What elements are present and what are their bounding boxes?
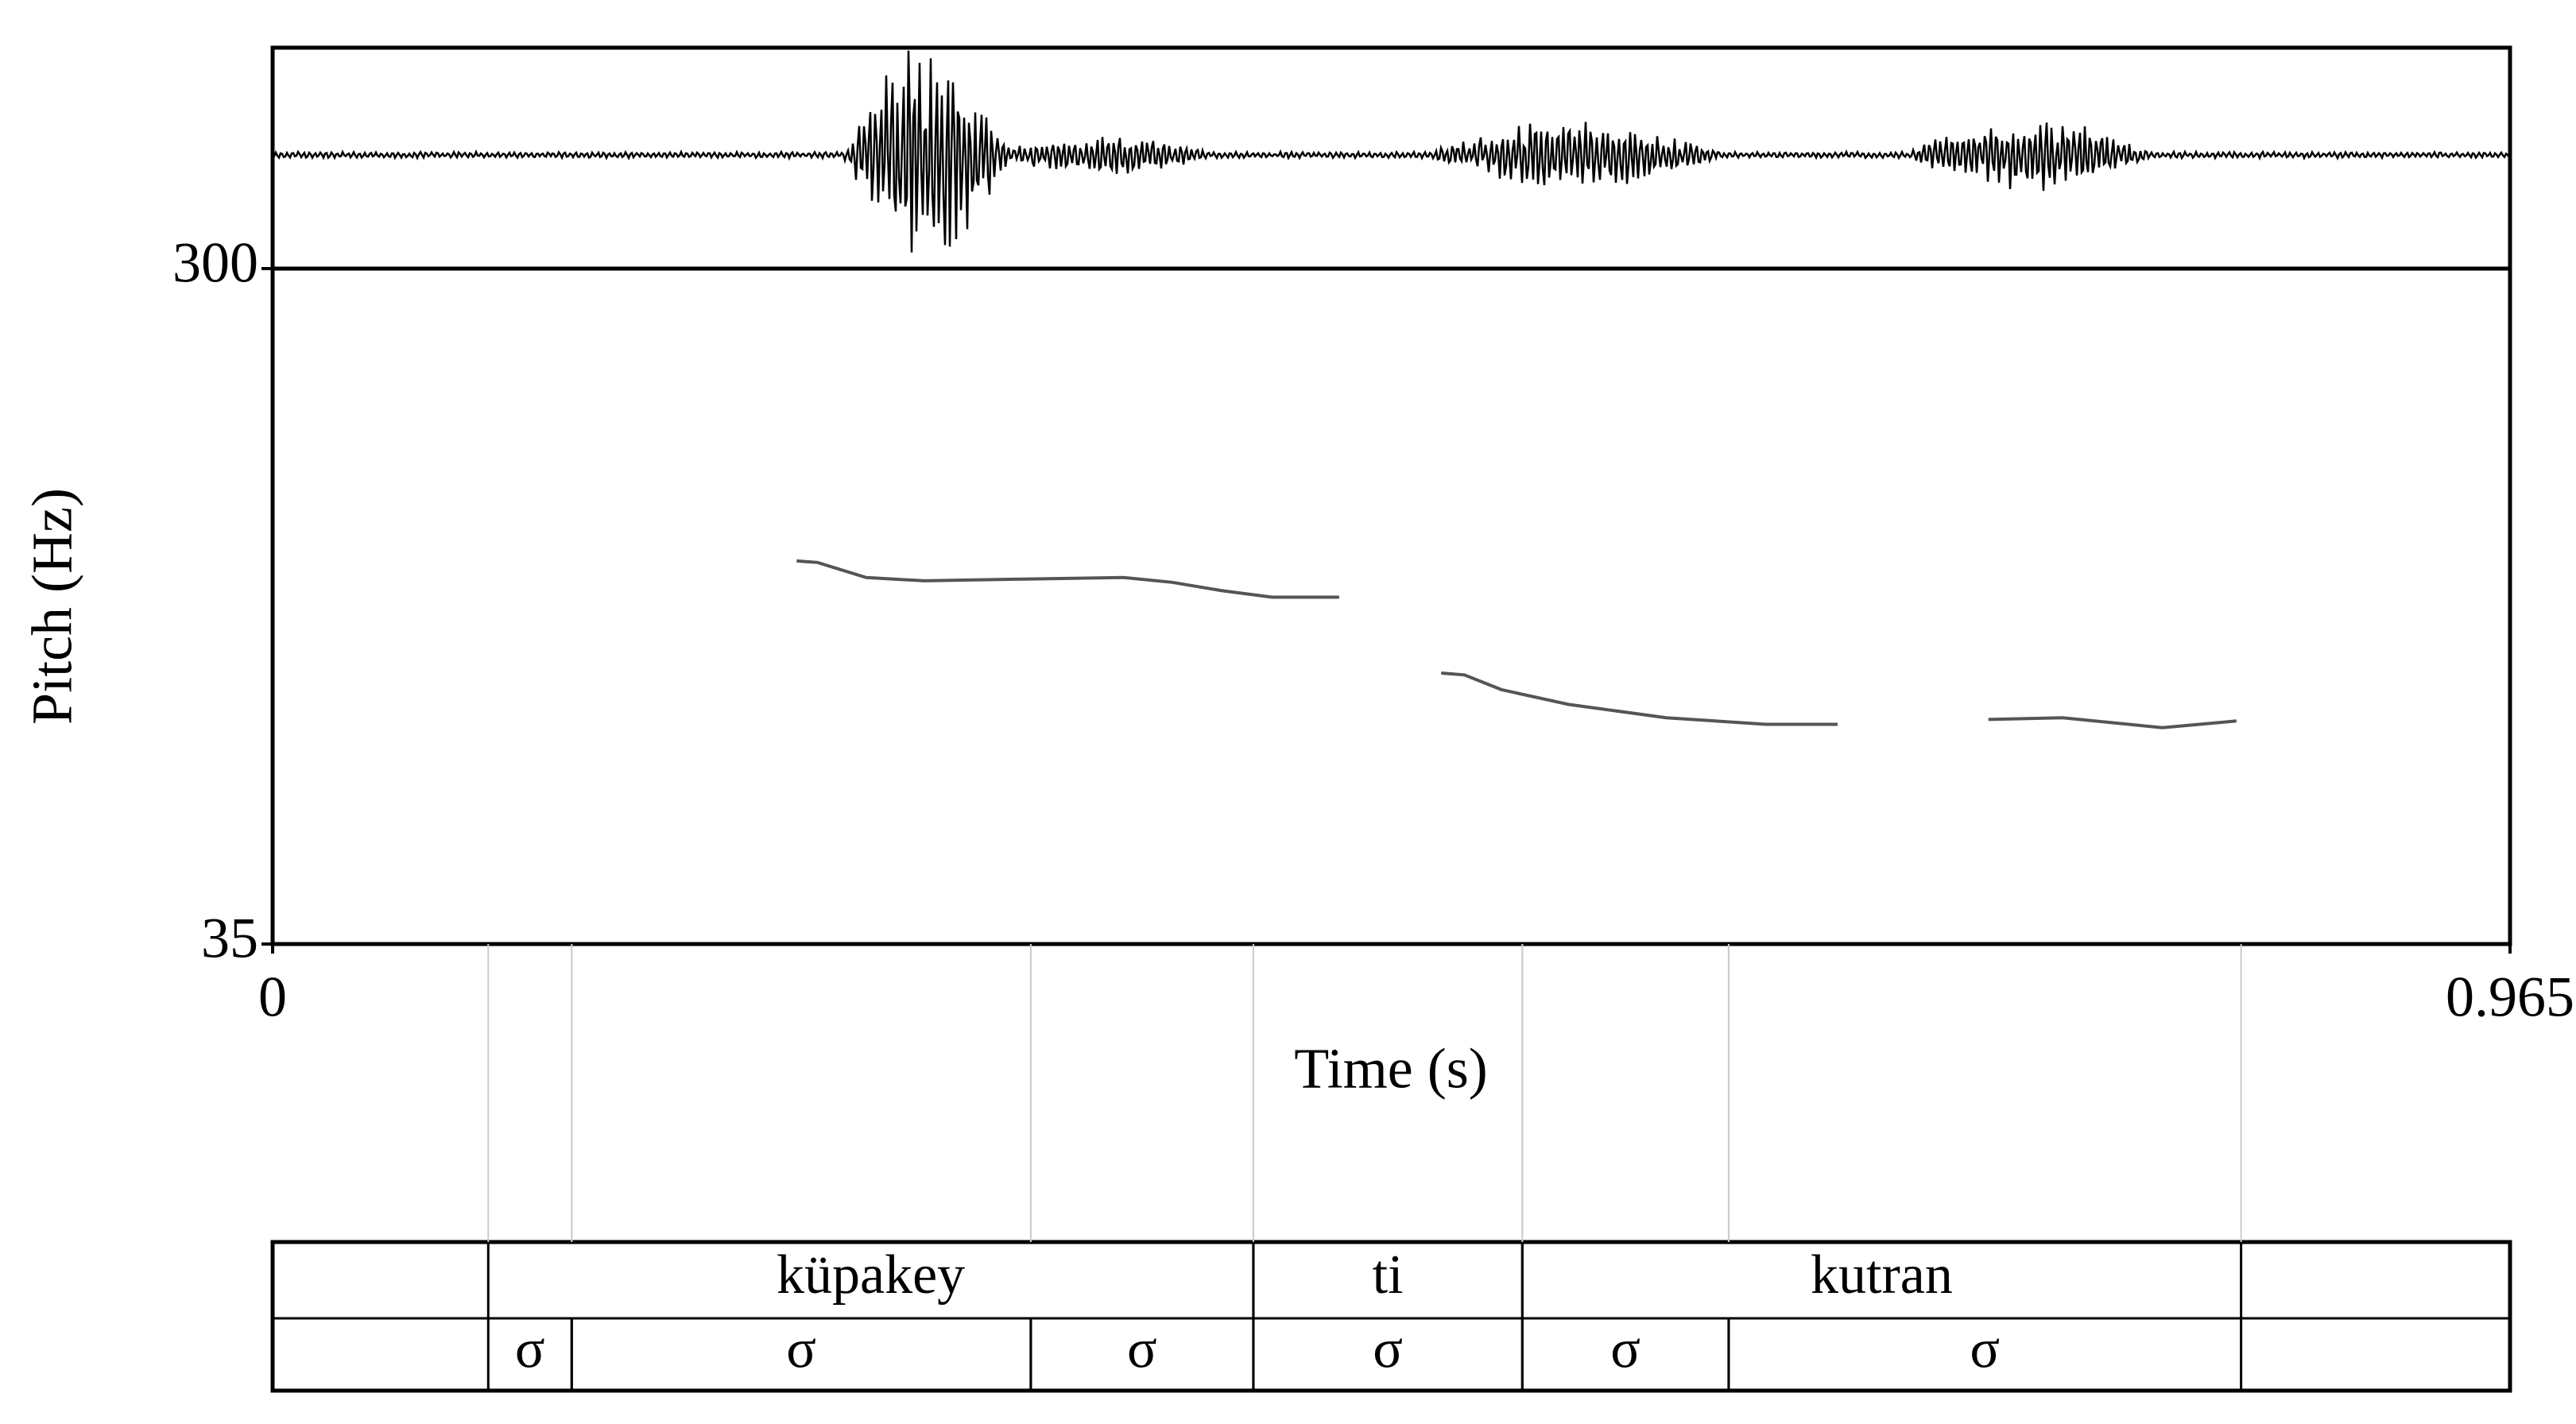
tier-label: kutran [1811, 1244, 1953, 1306]
tier-label: σ [1970, 1319, 2000, 1380]
tier-label: σ [1610, 1319, 1641, 1380]
tier-label: σ [786, 1319, 816, 1380]
y-tick-label: 300 [172, 231, 258, 295]
tier-label: σ [515, 1319, 545, 1380]
tier-label: σ [1127, 1319, 1157, 1380]
x-axis-label: Time (s) [1294, 1037, 1487, 1101]
y-tick-label: 35 [201, 907, 258, 970]
pitch-contour [796, 559, 2237, 729]
y-axis-label: Pitch (Hz) [21, 488, 84, 725]
pitch-frame [270, 266, 2512, 946]
tier-frame [270, 1240, 2512, 1393]
tier-label: σ [1373, 1319, 1403, 1380]
waveform [273, 50, 2511, 253]
tier-label: ti [1373, 1244, 1404, 1306]
x-tick-label: 0.965 [2446, 965, 2574, 1029]
tier-label: küpakey [777, 1244, 965, 1306]
x-tick-label: 0 [258, 965, 287, 1029]
